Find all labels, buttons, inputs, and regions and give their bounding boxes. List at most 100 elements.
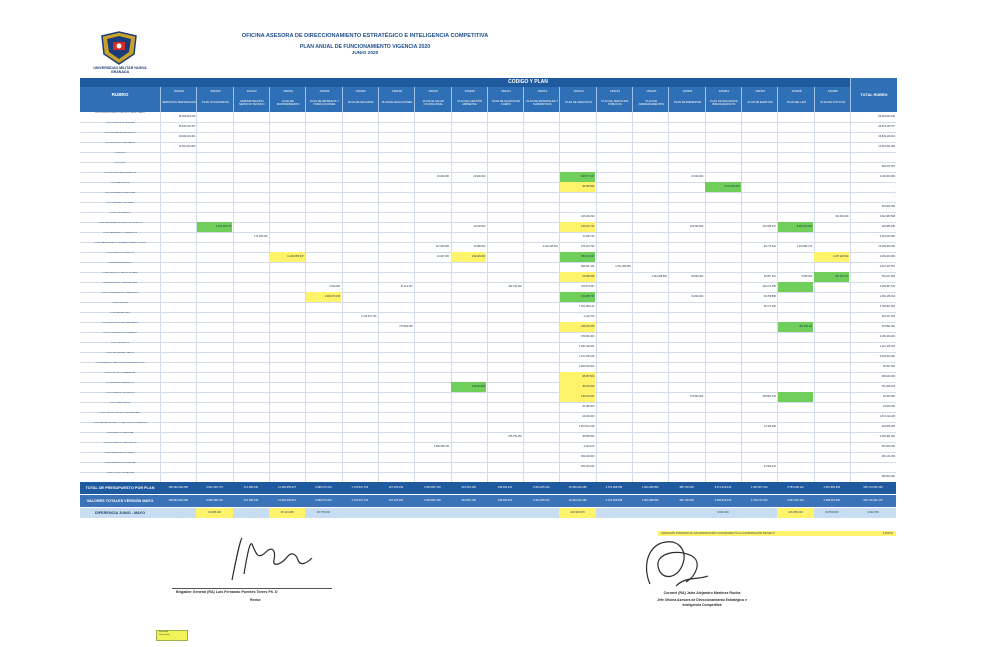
total-value: 3.063.268.740 [206,499,223,502]
rubro-cell: 221510 SERVICIOS COMPLEMENTARIOS [101,322,139,324]
table-row: 221506 IMPRESOS Y PUBLICACIONES 2.300.687… [80,282,896,293]
total-value [632,508,668,518]
rubro-cell: 221501 MATERIALES Y SUMINISTROS [102,232,138,234]
rubro-cell: 221504 ARRENDAMIENTOS [107,262,133,264]
rubro-cell: 221505 VIÁTICOS Y GASTOS DE VIAJE [102,272,138,274]
value-cell: 381.000.000 [580,455,595,459]
column-name: PLAN DE EVENTOS [747,101,773,105]
total-rubro-cell: 993.671.567 [881,165,895,168]
total-rubro-cell [850,152,896,162]
column-header: 100122 ADMINISTRACIÓN SERVICIO TÉCNICO [232,87,270,112]
value-cell: 2.990.673.215 [305,292,342,302]
table-row: 221510 SERVICIOS COMPLEMENTARIOS 376.891.… [80,322,896,333]
value-cell: 96.708.858 [763,295,776,299]
rubro-cell: 222603 BIENESTAR ESTUDIANTIL [104,452,136,454]
value-cell: 1.013.882.470 [796,245,813,249]
column-name: ADMINISTRACIÓN SERVICIO TÉCNICO [238,99,265,106]
total-value: 11.400.956.937 [278,486,297,489]
value-cell: 10.000.000 [473,225,486,229]
value-cell: 38.257.800 [559,372,596,382]
grid-line [196,112,198,482]
table-row: 221602 SALIDAS DE CAMPO Y PRÁCTICAS ESTU… [80,422,896,433]
total-value: - [250,511,252,514]
total-value: 172.185.445 [243,499,258,502]
grid-line [268,112,270,482]
grid-line [414,112,416,482]
total-value [451,508,487,518]
column-header: 150213 PLAN DE SERVICIOS [559,87,596,112]
rubro-cell: 2120 DOCENTES OCASIONALES [105,142,135,144]
value-cell: 172.185.445 [254,235,268,239]
table-row: 221507 COMUNICACIÓN Y TRANSPORTE 1.360.13… [80,292,896,303]
total-rubro-cell: 330.906.290 [881,205,895,208]
total-value: 35.123.065 [268,508,306,518]
value-cell: 45.500.000 [559,382,596,392]
rubro-cell: 2113 PERSONAL ADMINISTRATIVO [104,132,136,134]
rubro-cell: 221512 IMPUESTOS [111,342,129,344]
total-value: 1.604.468.550 [641,499,659,502]
column-code: 150208 [464,89,475,93]
value-cell: 435.440.000 [451,382,487,392]
column-header: 150214 PLAN DE SERVICIOS PÚBLICOS [595,87,633,112]
total-value: 438.490.310 [497,486,513,489]
value-cell: 145.004.627 [559,392,596,402]
total-value [596,508,632,518]
total-value: 3.031.346.779 [206,486,223,489]
value-cell: 69.770.416 [763,245,776,249]
value-cell: 3.761.008.655 [615,265,631,269]
column-code: 160301 [682,89,693,93]
budget-grid: 2111 DOCENTES TIEMPO COMPLETO Y MEDIO TI… [80,112,896,488]
table-row: 221505 VIÁTICOS Y GASTOS DE VIAJE 784.017… [80,272,896,283]
total-value: 327.225.292 [388,499,404,502]
office-title: OFICINA ASESORA DE DIRECCIONAMIENTO ESTR… [241,33,489,39]
grand-total-value: 325.714.539.122 [863,486,883,489]
total-mayo-label: VALORES TOTALES VERSIÓN MAYO [86,499,154,503]
total-rubro-header: TOTAL RUBRO [850,78,897,112]
total-plan-row: TOTAL DE PRESUPUESTO POR PLAN 168.492.39… [80,482,896,494]
jefe-signature [645,541,709,587]
value-cell: 69.263.823.240 [178,115,196,118]
column-header: 150203 PLAN DE SEGUROS [341,87,379,112]
value-cell: 51.421.237 [400,285,413,289]
column-name: PLAN DE BIENESTAR [673,101,702,105]
column-code: 150213 [573,89,584,93]
table-row: 221402 REMUNERACIÓN SERVICIOS TÉCNICOS 19… [80,222,896,233]
column-name: PLAN DEL HUP [786,101,807,105]
table-row: 221401 VOLUNTARIOS 3.642.983.508 [80,212,896,223]
column-name: PLAN DE GESTIÓN AMBIENTAL [457,99,482,106]
total-plan-label: TOTAL DE PRESUPUESTO POR PLAN [85,486,155,490]
total-value: - [177,511,179,514]
column-name: PLAN DE ARRENDAMIENTOS [638,99,664,106]
column-code: 150203 [355,89,366,93]
table-row: 2111 DOCENTES TIEMPO COMPLETO Y MEDIO TI… [80,112,896,123]
rubro-cell: 221517 PREMIOS Y ESTÍMULOS [105,392,135,394]
total-value: 438.490.310 [497,499,513,502]
table-row: 2212 RECURSOS BIBLIOGRÁFICOS 3.100.000.00… [80,172,896,183]
table-row: 222603 BIENESTAR ESTUDIANTIL 250.124.054 [80,452,896,463]
total-value: 2.999.673.215 [315,499,332,502]
table-row: 221508 SEGUROS 1.748.801.503 [80,302,896,313]
total-value: 1.376.727.519 [750,499,768,502]
total-value: 2.498.451.684 [823,499,841,502]
total-value: 3.404.245.310 [533,486,550,489]
value-cell: 478.407.744 [559,222,596,232]
total-value: 616.451.100 [461,486,476,489]
column-name: PLAN DE IMPRESOS Y PUBLICACIONES [309,99,339,106]
table-row: 221522 SERVICIO TÉCNICO ESPECIALIZADO 2.6… [80,412,896,423]
table-row: 221516 ATENCIÓN A EVENTOS 761.429.103 [80,382,896,393]
rubro-cell: 221516 ATENCIÓN A EVENTOS [106,382,134,384]
column-code: 160304 [718,89,729,93]
diferencia-label: DIFERENCIA JUNIO - MAYO [94,511,146,515]
table-row: 2214 PRESERVACIÓN IDENTIDAD - [80,192,896,203]
table-row: 2215 LICENCIAS Y SOFTWARE 330.906.290 [80,202,896,213]
value-cell: 4.180.109.281 [578,345,595,349]
rubro-cell: 2211 EQUIPO [114,162,126,164]
value-cell: 61.800.000 [691,295,704,299]
grid-line [668,112,670,482]
rubro-cell: 221511 CONVENIOS HOSPITALARIOS [103,332,137,334]
value-cell: 2.657.812.228 [578,425,595,429]
total-value: 172.185.445 [243,486,258,489]
total-rubro-cell: 1.141.105.166 [879,345,895,348]
rubro-cell: 221 EQUIPO [114,152,126,154]
total-value: 3.761.008.655 [605,499,623,502]
